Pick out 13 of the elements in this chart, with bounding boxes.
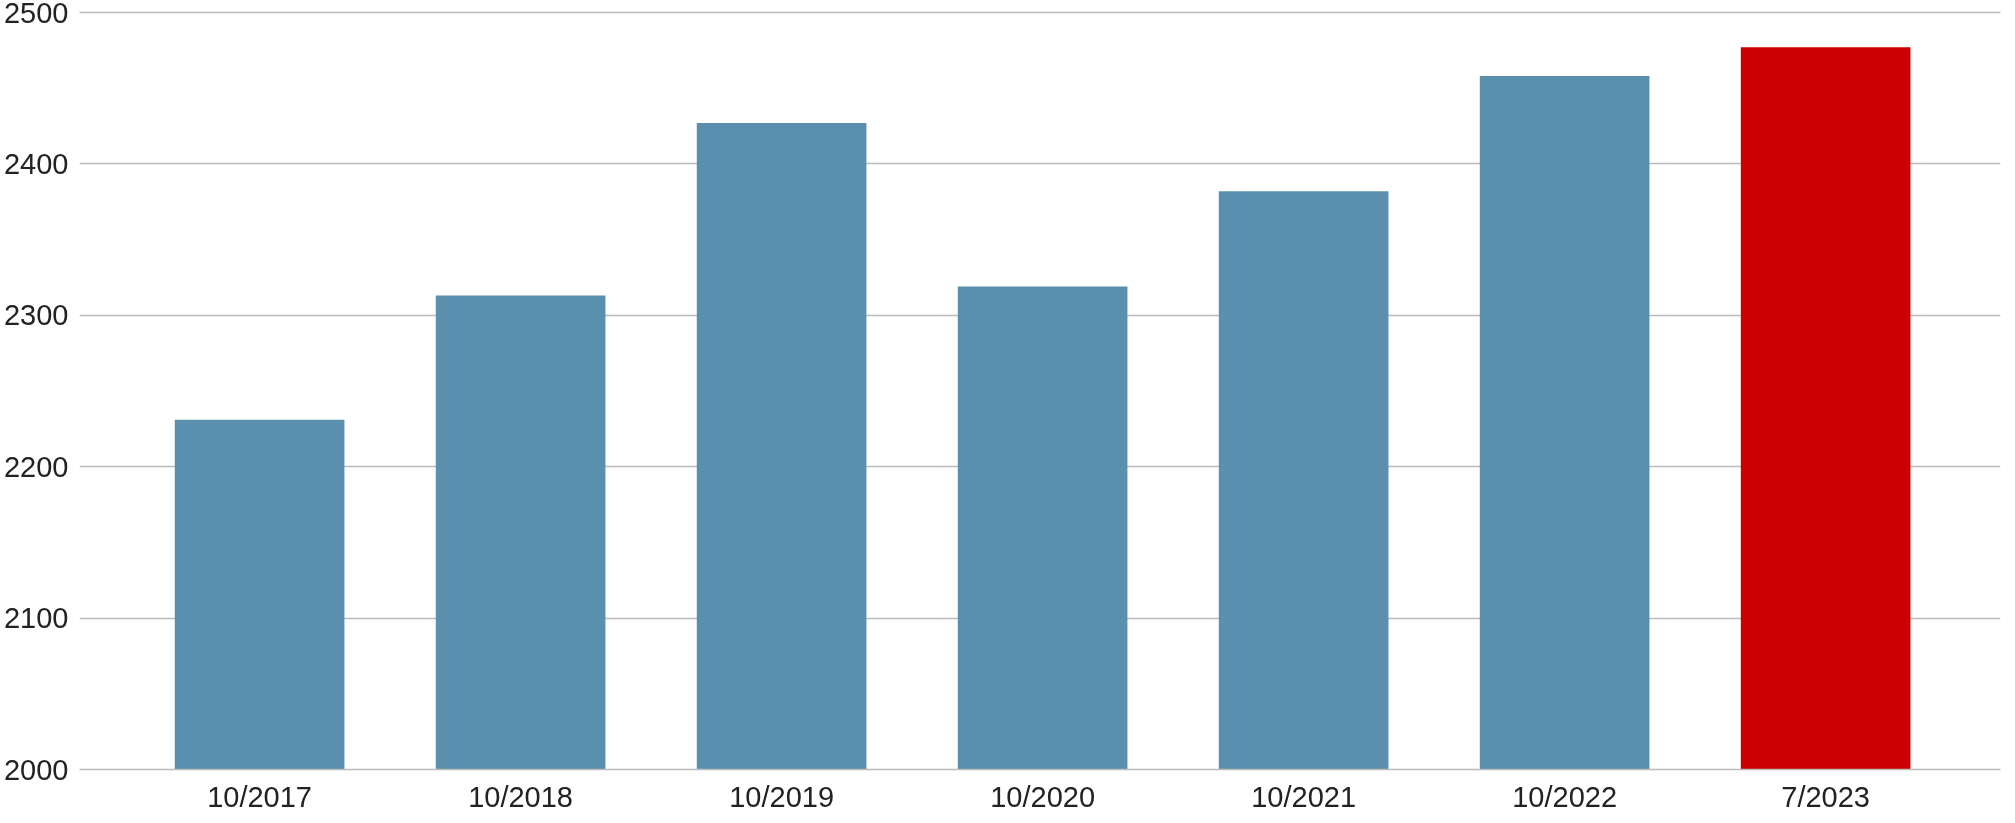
x-tick-label: 10/2020 xyxy=(990,780,1096,813)
y-tick-label: 2000 xyxy=(3,753,69,786)
y-tick-label: 2100 xyxy=(3,602,69,635)
x-tick-label: 10/2017 xyxy=(207,780,313,813)
y-tick-label: 2300 xyxy=(3,299,69,332)
x-tick-label: 10/2021 xyxy=(1251,780,1357,813)
y-tick-label: 2400 xyxy=(3,147,69,180)
y-tick-label: 2500 xyxy=(3,0,69,29)
x-tick-label: 7/2023 xyxy=(1781,780,1870,813)
x-tick-label: 10/2022 xyxy=(1512,780,1618,813)
y-tick-label: 2200 xyxy=(3,450,69,483)
x-tick-label: 10/2019 xyxy=(729,780,835,813)
x-tick-label: 10/2018 xyxy=(468,780,574,813)
